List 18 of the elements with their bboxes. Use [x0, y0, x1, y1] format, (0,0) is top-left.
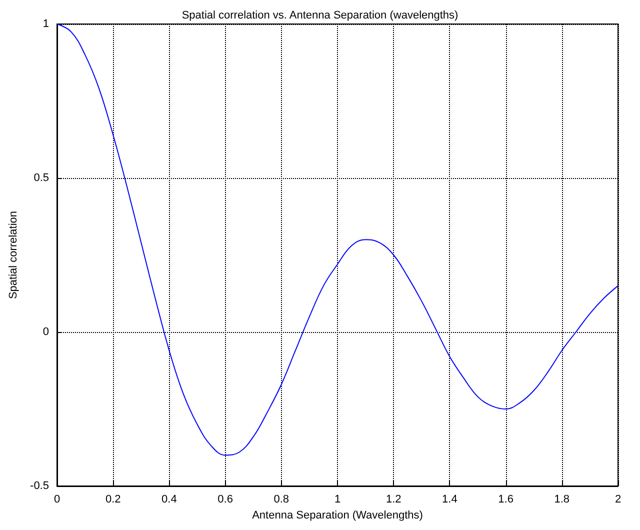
x-axis-title: Antenna Separation (Wavelengths) — [252, 509, 423, 522]
y-tick-label: -0.5 — [30, 480, 49, 492]
x-tick-label: 0.4 — [162, 494, 177, 506]
x-tick-label: 1.4 — [442, 494, 458, 506]
x-tick-label: 1.6 — [498, 494, 514, 506]
x-tick-label: 1.8 — [554, 494, 570, 506]
chart-title: Spatial correlation vs. Antenna Separation (wavelengths) — [182, 10, 458, 22]
x-tick-label: 0.2 — [105, 494, 121, 506]
x-tick-label: 1.2 — [386, 494, 402, 506]
y-axis-title: Spatial correlation — [8, 210, 20, 300]
x-tick-label: 0.8 — [274, 494, 290, 506]
x-tick-label: 1 — [334, 494, 341, 506]
y-tick-label: 0 — [42, 326, 49, 338]
y-tick-label: 1 — [42, 18, 49, 30]
x-tick-label: 0.6 — [218, 494, 233, 506]
y-tick-label: 0.5 — [34, 172, 49, 184]
x-tick-label: 2 — [614, 494, 622, 506]
x-tick-label: 0 — [54, 494, 60, 506]
